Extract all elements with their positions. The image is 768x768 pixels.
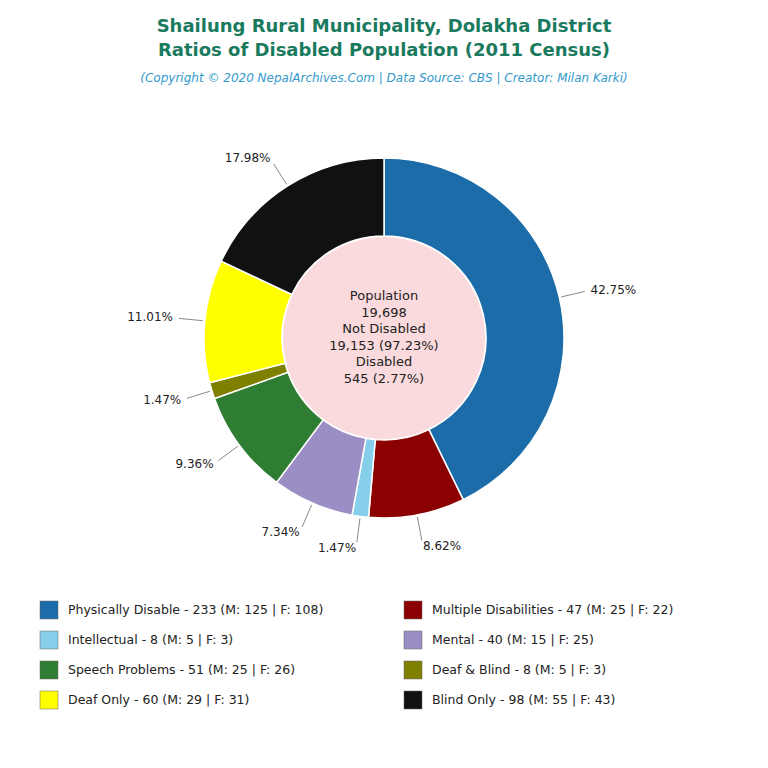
center-annotation: 19,698 (361, 305, 407, 320)
legend-swatch (40, 691, 58, 709)
legend-label: Mental - 40 (M: 15 | F: 25) (432, 632, 594, 647)
legend-label: Deaf & Blind - 8 (M: 5 | F: 3) (432, 662, 606, 677)
legend-swatch (404, 631, 422, 649)
legend-label: Blind Only - 98 (M: 55 | F: 43) (432, 692, 615, 707)
leader-line (179, 318, 203, 320)
center-circle (283, 237, 485, 439)
subtitle: (Copyright © 2020 NepalArchives.Com | Da… (140, 71, 627, 85)
legend-swatch (404, 691, 422, 709)
chart: Shailung Rural Municipality, Dolakha Dis… (0, 0, 768, 768)
legend-swatch (40, 661, 58, 679)
legend-swatch (40, 601, 58, 619)
center-annotation: 545 (2.77%) (344, 371, 424, 386)
legend-label: Deaf Only - 60 (M: 29 | F: 31) (68, 692, 249, 707)
leader-line (302, 505, 312, 527)
data-label: 9.36% (175, 457, 213, 471)
title: Ratios of Disabled Population (2011 Cens… (158, 39, 610, 60)
leader-line (274, 164, 287, 184)
center-annotation: Population (350, 288, 418, 303)
data-label: 17.98% (225, 151, 271, 165)
legend-label: Speech Problems - 51 (M: 25 | F: 26) (68, 662, 295, 677)
data-label: 8.62% (423, 539, 461, 553)
center-annotation: 19,153 (97.23%) (329, 338, 438, 353)
legend: Physically Disable - 233 (M: 125 | F: 10… (40, 601, 673, 709)
legend-label: Physically Disable - 233 (M: 125 | F: 10… (68, 602, 323, 617)
legend-swatch (40, 631, 58, 649)
data-label: 1.47% (143, 393, 181, 407)
title: Shailung Rural Municipality, Dolakha Dis… (157, 15, 612, 36)
data-label: 1.47% (318, 541, 356, 555)
legend-swatch (404, 661, 422, 679)
center-annotation: Not Disabled (342, 321, 425, 336)
slice (369, 430, 464, 518)
leader-line (187, 391, 210, 398)
leader-line (417, 517, 421, 541)
legend-label: Intellectual - 8 (M: 5 | F: 3) (68, 632, 233, 647)
leader-line (218, 446, 237, 460)
data-label: 42.75% (591, 283, 637, 297)
data-label: 11.01% (127, 310, 173, 324)
data-label: 7.34% (262, 525, 300, 539)
slices (204, 158, 564, 518)
center-annotation: Disabled (356, 354, 412, 369)
legend-swatch (404, 601, 422, 619)
legend-label: Multiple Disabilities - 47 (M: 25 | F: 2… (432, 602, 673, 617)
leader-line (357, 518, 360, 542)
leader-line (561, 291, 584, 296)
data-labels: 42.75% 8.62% 1.47% 7.34% 9.36% 1.47% 11.01% 17.… (127, 151, 636, 554)
